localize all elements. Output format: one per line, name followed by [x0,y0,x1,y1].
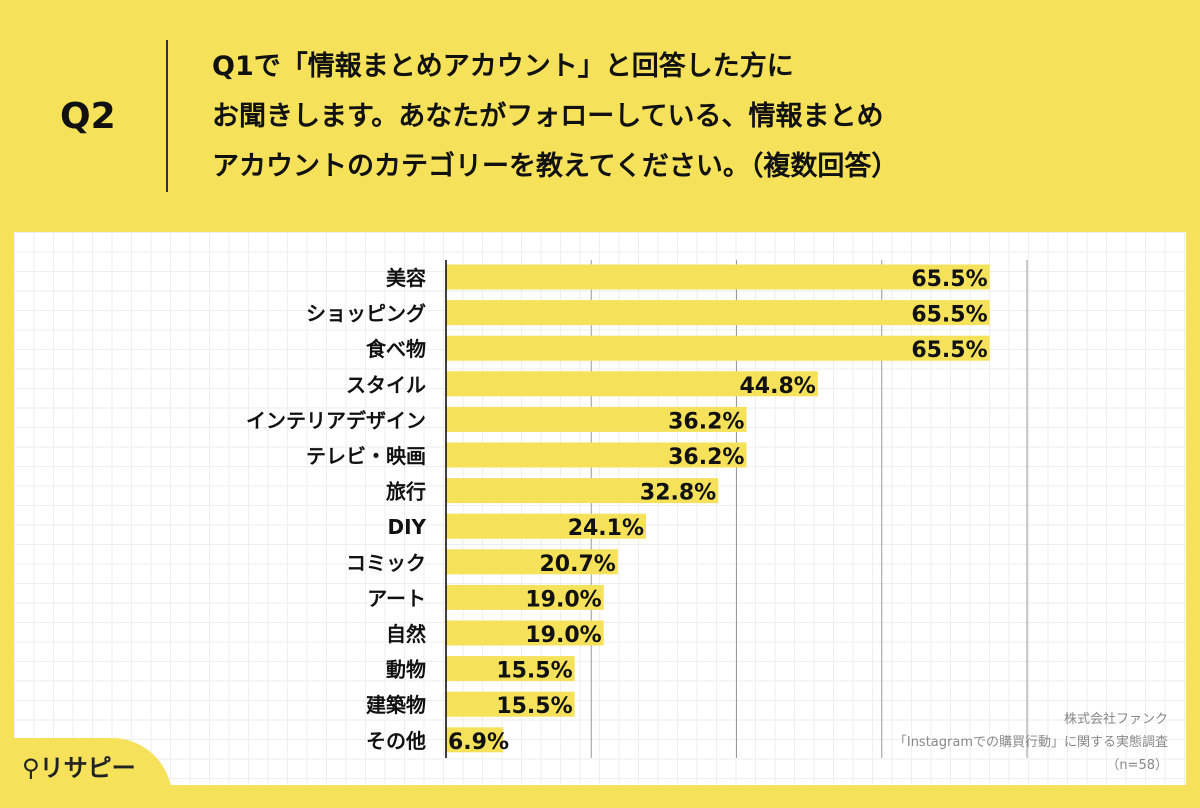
bar [446,584,604,610]
category-label: スタイル [346,373,426,397]
category-label: 動物 [386,658,426,682]
category-label: その他 [366,729,426,753]
data-label: 36.2% [668,409,744,434]
data-label: 36.2% [668,445,744,470]
source-note: 株式会社ファンク 「Instagramでの購買行動」に関する実態調査 （n=58… [894,708,1168,777]
question-text: Q1で「情報まとめアカウント」と回答した方に お聞きします。あなたがフォローして… [212,51,899,182]
category-label: ショッピング [306,302,426,326]
data-label: 15.5% [496,694,572,719]
bar [446,371,818,397]
data-label: 20.7% [539,552,615,577]
source-company: 株式会社ファンク [1063,712,1168,727]
bar [446,335,990,361]
bar [446,727,504,753]
category-label: 美容 [386,266,426,290]
data-label: 44.8% [740,374,816,399]
category-label: DIY [387,515,426,539]
category-label: アート [367,586,426,610]
sample-size: （n=58） [1106,758,1168,773]
category-label: 旅行 [386,480,426,504]
category-label: テレビ・映画 [306,444,426,468]
data-label: 65.5% [911,267,987,292]
logo-badge [0,738,172,808]
category-label: インテリアデザイン [246,408,426,432]
data-label: 65.5% [911,338,987,363]
question-label: Q2 [60,96,116,137]
bar [446,478,719,504]
data-label: 24.1% [568,516,644,541]
magnifier-icon: ⚲ [22,754,40,782]
category-label: 建築物 [366,693,426,717]
bar [446,442,747,468]
data-label: 19.0% [525,587,601,612]
data-label: 19.0% [525,623,601,648]
logo-text: リサピー [39,754,136,782]
bar [446,300,990,326]
data-label: 65.5% [911,303,987,328]
logo: ⚲リサピー [22,748,136,783]
bar [446,264,990,290]
bar [446,620,604,646]
bar [446,549,618,575]
bar [446,656,575,682]
category-label: 食べ物 [366,337,426,361]
category-label: コミック [346,551,426,575]
bar [446,691,575,717]
bar [446,406,747,432]
divider [166,40,168,192]
data-label: 32.8% [640,481,716,506]
data-label: 15.5% [496,659,572,684]
bar [446,513,647,539]
category-label: 自然 [386,622,426,646]
source-survey: 「Instagramでの購買行動」に関する実態調査 [893,735,1168,750]
data-label: 6.9% [448,730,509,755]
